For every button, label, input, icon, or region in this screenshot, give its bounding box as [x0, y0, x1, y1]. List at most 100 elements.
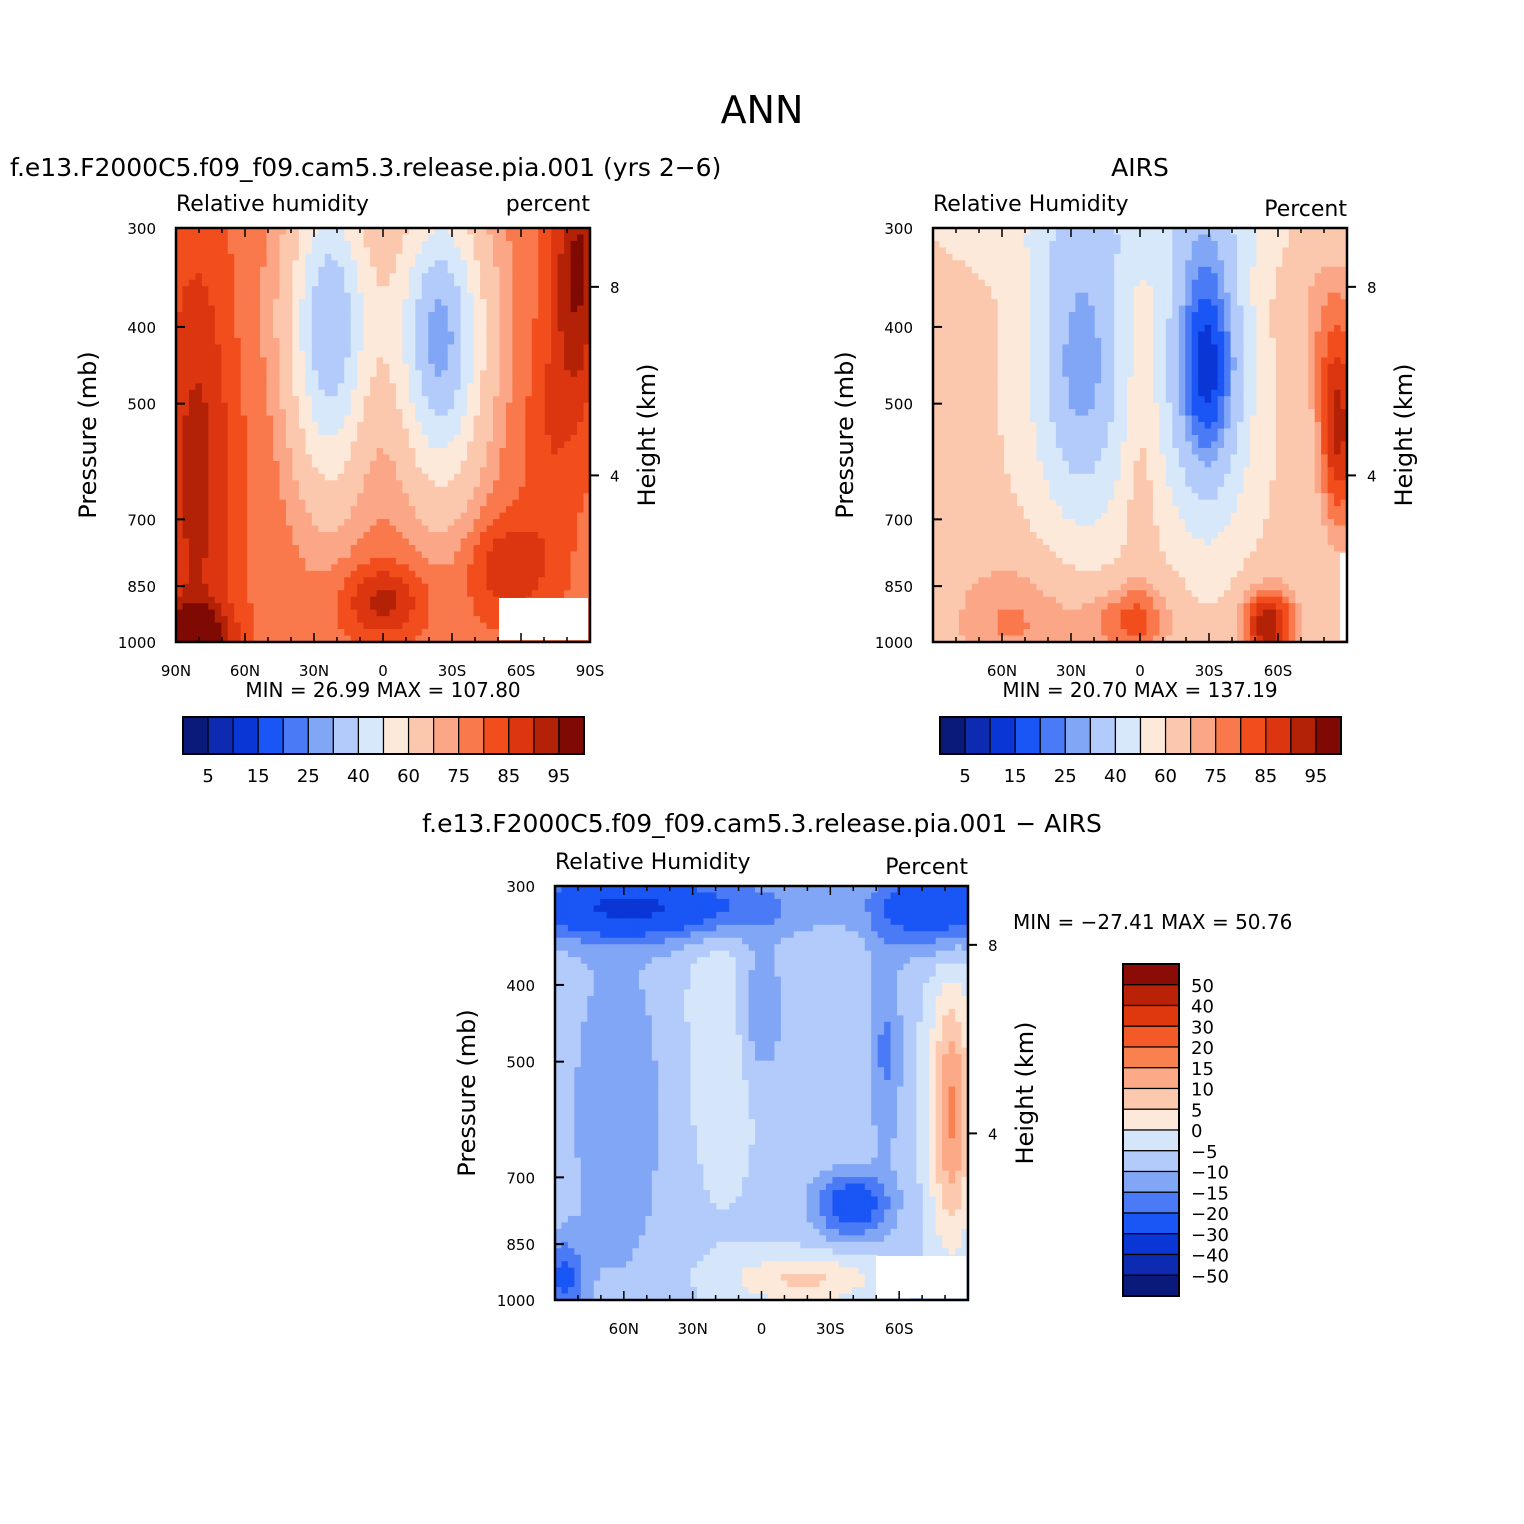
contour-cell [512, 473, 520, 481]
contour-cell [1075, 228, 1083, 236]
contour-cell [441, 635, 449, 643]
contour-cell [234, 234, 242, 242]
contour-cell [208, 234, 216, 242]
contour-cell [383, 441, 391, 449]
contour-cell [1185, 279, 1193, 287]
contour-cell [324, 596, 332, 604]
contour-cell [376, 447, 384, 456]
contour-cell [1211, 292, 1219, 300]
contour-cell [1114, 299, 1122, 307]
contour-cell [583, 486, 591, 494]
contour-cell [395, 590, 404, 598]
contour-cell [428, 240, 436, 249]
contour-cell [227, 447, 235, 456]
contour-cell [1165, 273, 1173, 281]
contour-cell [324, 409, 332, 417]
contour-cell [285, 253, 294, 261]
contour-cell [182, 603, 190, 611]
contour-cell [234, 370, 242, 378]
contour-cell [253, 486, 261, 494]
contour-cell [285, 312, 294, 320]
contour-cell [415, 629, 423, 637]
contour-cell [221, 409, 229, 417]
contour-cell [260, 538, 268, 546]
contour-cell [253, 635, 261, 643]
contour-cell [324, 228, 332, 236]
contour-cell [331, 402, 339, 410]
contour-cell [1062, 292, 1070, 300]
contour-cell [383, 247, 391, 255]
contour-cell [486, 532, 494, 540]
contour-cell [467, 493, 475, 501]
contour-cell [421, 422, 429, 430]
contour-cell [512, 389, 520, 397]
contour-cell [557, 266, 565, 274]
contour-cell [492, 228, 501, 236]
contour-cell [408, 447, 416, 456]
contour-cell [395, 363, 404, 371]
contour-cell [505, 557, 513, 565]
contour-cell [298, 616, 306, 624]
contour-cell [1275, 253, 1283, 261]
contour-cell [1133, 228, 1141, 236]
contour-cell [311, 532, 319, 540]
contour-cell [195, 570, 203, 578]
contour-cell [454, 234, 462, 242]
contour-cell [188, 344, 197, 352]
contour-cell [279, 389, 287, 397]
contour-cell [350, 629, 358, 637]
contour-cell [408, 240, 416, 249]
x-tick-label: 0 [378, 662, 388, 680]
contour-cell [324, 428, 332, 436]
contour-cell [350, 467, 358, 475]
contour-cell [512, 286, 520, 294]
contour-cell [344, 415, 352, 423]
contour-cell [1262, 260, 1270, 268]
contour-cell [551, 473, 559, 481]
contour-cell [945, 234, 954, 242]
contour-cell [376, 609, 384, 617]
contour-cell [492, 428, 501, 436]
contour-cell [376, 363, 384, 371]
contour-cell [1101, 260, 1109, 268]
contour-cell [266, 292, 274, 300]
contour-cell [240, 286, 248, 294]
contour-cell [583, 363, 591, 371]
contour-cell [421, 299, 429, 307]
contour-cell [311, 519, 319, 527]
contour-cell [583, 247, 591, 255]
contour-cell [460, 318, 468, 326]
contour-cell [182, 247, 190, 255]
contour-cell [240, 499, 248, 507]
contour-cell [1237, 247, 1245, 255]
contour-cell [182, 532, 190, 540]
contour-cell [214, 363, 222, 371]
contour-cell [227, 551, 235, 559]
contour-cell [363, 616, 371, 624]
contour-cell [557, 292, 565, 300]
contour-cell [551, 422, 559, 430]
contour-cell [492, 363, 501, 371]
contour-cell [311, 240, 319, 249]
contour-cell [208, 292, 216, 300]
contour-cell [1101, 273, 1109, 281]
contour-cell [434, 603, 442, 611]
contour-cell [344, 325, 352, 333]
contour-cell [473, 532, 481, 540]
contour-cell [389, 415, 397, 423]
contour-cell [305, 493, 313, 501]
contour-cell [1017, 299, 1025, 307]
contour-cell [383, 350, 391, 358]
contour-cell [331, 616, 339, 624]
contour-cell [428, 409, 436, 417]
contour-cell [1237, 279, 1245, 287]
x-tick-label: 30N [299, 662, 329, 680]
contour-cell [408, 299, 416, 307]
contour-cell [389, 318, 397, 326]
contour-cell [1055, 299, 1063, 307]
contour-cell [273, 435, 281, 443]
contour-cell [311, 557, 319, 565]
contour-cell [240, 389, 248, 397]
contour-cell [512, 570, 520, 578]
contour-cell [441, 344, 449, 352]
